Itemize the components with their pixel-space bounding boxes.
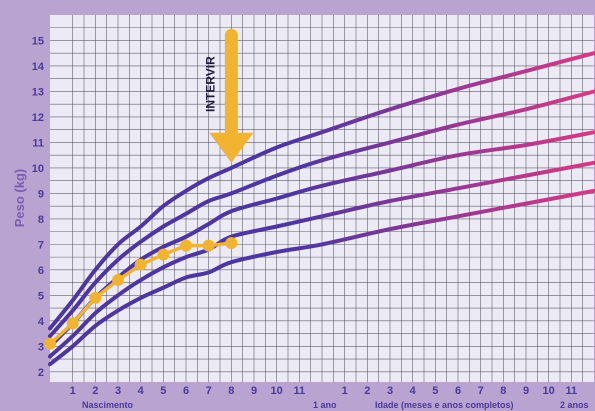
x-tick-label: 6 (455, 385, 461, 397)
child-weight-point (89, 291, 102, 304)
x-tick-label: 3 (387, 385, 393, 397)
x-tick-label: 10 (271, 385, 283, 397)
child-weight-series (44, 237, 238, 350)
child-weight-point (225, 237, 238, 250)
child-weight-point (134, 258, 147, 271)
y-tick-label: 15 (32, 35, 44, 47)
y-tick-label: 12 (32, 112, 44, 124)
intervir-label: INTERVIR (203, 56, 217, 112)
x-tick-label: 10 (543, 385, 555, 397)
y-tick-label: 4 (38, 316, 45, 328)
child-weight-point (157, 248, 170, 261)
x-tick-label: 7 (478, 385, 484, 397)
x-tick-label: 3 (115, 385, 121, 397)
y-tick-labels: 2 3 4 5 6 7 8 9 10 11 12 13 14 15 (32, 35, 45, 378)
one-year-label: 1 ano (313, 400, 337, 410)
y-tick-label: 9 (38, 188, 44, 200)
intervir-annotation: INTERVIR (203, 28, 254, 163)
y-tick-label: 7 (38, 239, 44, 251)
y-tick-label: 5 (38, 290, 44, 302)
two-years-label: 2 anos (560, 400, 589, 410)
x-tick-label: 9 (251, 385, 257, 397)
reference-curve (48, 188, 595, 367)
x-tick-label: 8 (228, 385, 234, 397)
x-tick-label: 1 (342, 385, 348, 397)
x-tick-label: 11 (566, 385, 578, 397)
child-weight-point (202, 239, 215, 252)
y-tick-label: 11 (32, 137, 44, 149)
x-tick-label: 2 (92, 385, 98, 397)
x-axis-title: Idade (meses e anos completos) (375, 400, 514, 410)
child-weight-point (66, 317, 79, 330)
y-tick-label: 6 (38, 265, 44, 277)
child-weight-point (180, 239, 192, 252)
birth-label: Nascimento (82, 400, 134, 410)
x-tick-label: 1 (70, 385, 76, 397)
y-axis-title: Peso (kg) (12, 169, 27, 228)
reference-curve (48, 51, 595, 331)
x-tick-label: 8 (500, 385, 506, 397)
reference-curve (48, 89, 595, 339)
x-tick-label: 2 (364, 385, 370, 397)
y-tick-label: 3 (38, 341, 44, 353)
child-weight-point (112, 274, 124, 287)
intervir-arrow-head (209, 132, 254, 163)
y-tick-label: 10 (32, 163, 44, 175)
y-tick-label: 8 (38, 214, 44, 226)
y-tick-label: 14 (32, 61, 45, 73)
x-tick-label: 6 (183, 385, 189, 397)
x-tick-label: 11 (294, 385, 306, 397)
x-tick-labels: 1 2 3 4 5 6 7 8 9 10 11 1 2 3 4 5 6 7 8 9 10 11 (70, 385, 578, 397)
x-tick-label: 9 (523, 385, 529, 397)
y-tick-label: 2 (38, 367, 44, 379)
x-tick-label: 4 (138, 385, 145, 397)
child-weight-point (44, 337, 56, 350)
x-tick-label: 7 (206, 385, 212, 397)
x-tick-label: 5 (160, 385, 166, 397)
y-tick-label: 13 (32, 86, 44, 98)
x-tick-label: 5 (432, 385, 438, 397)
x-tick-label: 4 (410, 385, 417, 397)
